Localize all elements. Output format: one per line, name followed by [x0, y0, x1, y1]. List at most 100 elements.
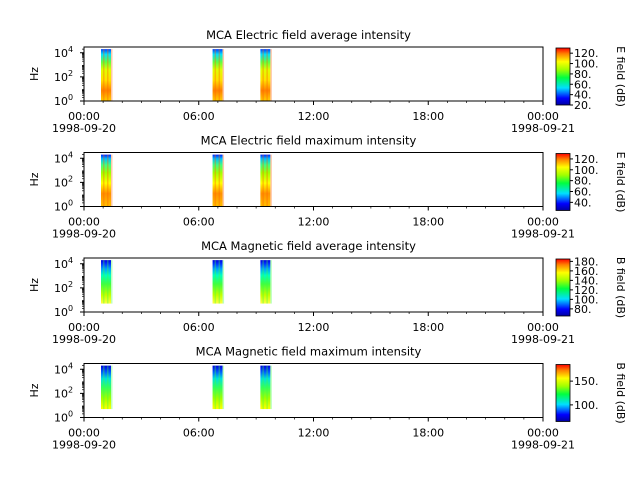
axes-frame — [83, 152, 544, 207]
x-tick-label: 18:00 — [412, 427, 444, 440]
spectrogram-texture — [262, 260, 264, 304]
y-tick-label: 10 — [54, 282, 68, 295]
x-tick-label: 00:00 — [527, 321, 559, 334]
colorbar-tick-label: 120. — [574, 284, 599, 297]
y-tick-label: 10 — [54, 258, 68, 271]
colorbar-tick-label: 100. — [574, 58, 599, 71]
spectrogram-texture — [222, 365, 225, 410]
spectrogram-block — [212, 154, 223, 207]
colorbar-tick-label: 60. — [574, 78, 592, 91]
spectrogram-texture — [266, 365, 268, 410]
axes-frame — [83, 46, 544, 102]
x-tick-label: 18:00 — [412, 321, 444, 334]
colorbar-tick-label: 120. — [574, 153, 599, 166]
x-tick-label: 06:00 — [183, 321, 215, 334]
x-tick-label: 18:00 — [412, 110, 444, 123]
spectrogram-texture — [111, 365, 113, 410]
spectrogram-texture — [266, 154, 268, 207]
x-tick-label: 00:00 — [68, 321, 100, 334]
spectrogram-texture — [103, 260, 105, 304]
y-tick-label: 10 — [54, 152, 68, 165]
x-tick-label: 06:00 — [183, 427, 215, 440]
y-tick-exponent: 0 — [68, 304, 73, 313]
spectrogram-texture — [218, 49, 221, 101]
x-tick-label: 12:00 — [298, 321, 330, 334]
y-tick-exponent: 2 — [68, 174, 73, 183]
y-tick-label: 10 — [54, 363, 68, 376]
y-tick-exponent: 2 — [68, 385, 73, 394]
x-tick-label: 12:00 — [298, 110, 330, 123]
panel-title: MCA Electric field maximum intensity — [201, 134, 417, 148]
y-axis-label: Hz — [28, 278, 41, 292]
spectrogram-block — [260, 365, 271, 410]
x-end-date: 1998-09-21 — [511, 122, 575, 135]
colorbar — [555, 153, 571, 211]
spectrogram-texture — [262, 365, 264, 410]
colorbar-tick-label: 80. — [574, 68, 592, 81]
spectrogram-texture — [214, 49, 217, 101]
spectrogram-texture — [103, 154, 105, 207]
colorbar-label: E field (dB) — [614, 46, 627, 107]
spectrogram-texture — [270, 365, 272, 410]
x-tick-label: 00:00 — [68, 110, 100, 123]
spectrogram-texture — [222, 154, 225, 207]
x-tick-label: 00:00 — [68, 427, 100, 440]
spectrogram-texture — [111, 154, 113, 207]
x-start-date: 1998-09-20 — [52, 333, 116, 346]
spectrogram-block — [101, 365, 111, 410]
spectrogram-texture — [107, 154, 109, 207]
spectrogram-texture — [214, 154, 217, 207]
spectrogram-block — [260, 260, 271, 304]
axes-frame — [83, 257, 544, 313]
spectrogram-texture — [266, 49, 268, 101]
spectrogram-block — [101, 260, 111, 304]
y-tick-label: 10 — [54, 306, 68, 319]
spectrogram-texture — [266, 260, 268, 304]
panel-2: MCA Electric field maximum intensity 10 0 1… — [28, 134, 627, 241]
x-tick-label: 06:00 — [183, 216, 215, 229]
y-tick-label: 10 — [54, 95, 68, 108]
colorbar-tick-label: 160. — [574, 265, 599, 278]
colorbar-tick-label: 40. — [574, 196, 592, 209]
colorbar-tick-label: 120. — [574, 47, 599, 60]
y-axis-label: Hz — [28, 172, 41, 186]
spectrogram-texture — [103, 49, 105, 101]
colorbar-tick-label: 80. — [574, 175, 592, 188]
spectrogram-texture — [262, 154, 264, 207]
colorbar-tick-label: 150. — [574, 375, 599, 388]
y-tick-label: 10 — [54, 412, 68, 425]
spectrogram-texture — [270, 49, 272, 101]
spectrogram-block — [260, 49, 271, 101]
spectrogram-texture — [270, 260, 272, 304]
spectrogram-block — [260, 154, 271, 207]
y-tick-exponent: 4 — [68, 150, 73, 159]
spectrogram-block — [101, 154, 111, 207]
y-tick-exponent: 0 — [68, 199, 73, 208]
spectrogram-texture — [222, 49, 225, 101]
colorbar-label: E field (dB) — [614, 152, 627, 213]
y-axis-label: Hz — [28, 383, 41, 397]
x-tick-label: 00:00 — [527, 110, 559, 123]
spectrogram-texture — [103, 365, 105, 410]
colorbar-tick-label: 60. — [574, 186, 592, 199]
y-tick-exponent: 4 — [68, 45, 73, 54]
x-tick-label: 12:00 — [298, 216, 330, 229]
x-start-date: 1998-09-20 — [52, 439, 116, 452]
x-tick-label: 00:00 — [527, 427, 559, 440]
y-axis-label: Hz — [28, 67, 41, 81]
spectrogram-texture — [218, 154, 221, 207]
x-end-date: 1998-09-21 — [511, 228, 575, 241]
colorbar-tick-label: 100. — [574, 399, 599, 412]
spectrogram-texture — [107, 260, 109, 304]
y-tick-exponent: 4 — [68, 361, 73, 370]
y-tick-exponent: 2 — [68, 69, 73, 78]
spectrogram-texture — [107, 365, 109, 410]
y-tick-exponent: 0 — [68, 93, 73, 102]
spectrogram-texture — [214, 365, 217, 410]
spectrogram-block — [212, 260, 223, 304]
spectrogram-texture — [218, 365, 221, 410]
spectrogram-texture — [270, 154, 272, 207]
spectrogram-texture — [111, 260, 113, 304]
colorbar — [555, 47, 571, 106]
